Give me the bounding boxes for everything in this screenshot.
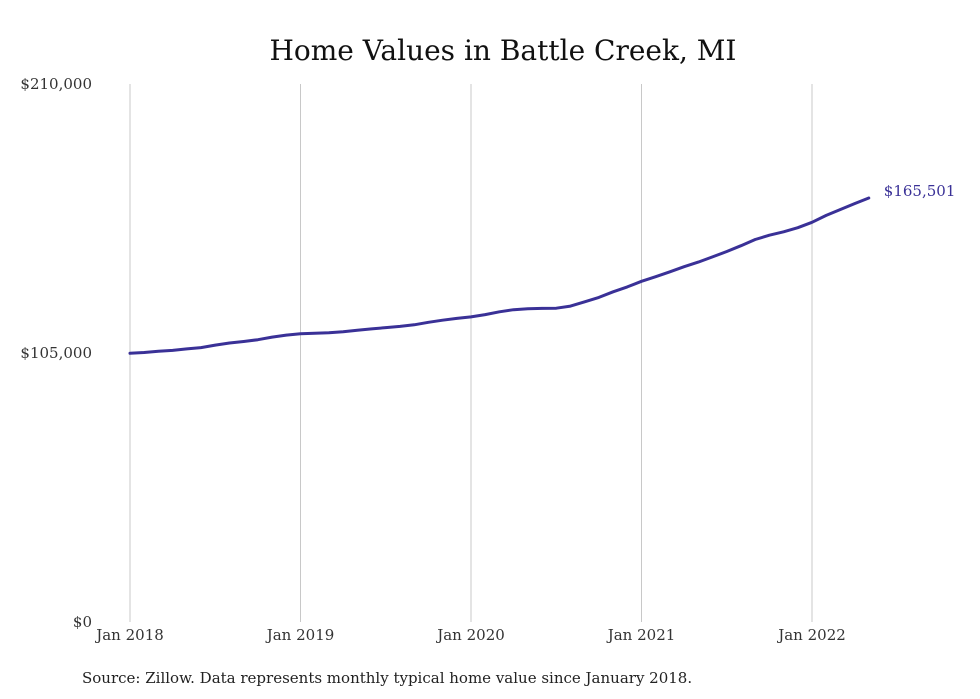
data-point <box>299 332 302 335</box>
data-point <box>810 221 814 224</box>
data-point <box>384 326 387 329</box>
data-point <box>341 330 345 333</box>
data-point <box>171 349 174 352</box>
y-axis-tick-labels: $0 $105,000 $210,000 <box>20 75 92 631</box>
data-point <box>768 234 771 237</box>
x-tick-label: Jan 2022 <box>776 626 846 644</box>
data-point <box>327 331 331 334</box>
data-point <box>214 343 217 347</box>
data-point <box>370 327 373 331</box>
x-tick-label: Jan 2020 <box>435 626 505 644</box>
data-point <box>356 329 359 332</box>
x-tick-label: Jan 2021 <box>606 626 676 644</box>
data-point <box>583 300 586 303</box>
series-line <box>128 196 871 355</box>
data-point <box>697 260 700 264</box>
data-point <box>668 270 672 273</box>
data-point <box>498 310 501 313</box>
data-point <box>839 208 842 211</box>
data-point <box>654 275 657 278</box>
data-point <box>285 333 288 337</box>
data-point <box>427 321 430 324</box>
vertical-gridlines <box>129 84 813 622</box>
x-tick-label: Jan 2019 <box>265 626 335 644</box>
chart-title: Home Values in Battle Creek, MI <box>269 34 736 67</box>
x-tick-label: Jan 2018 <box>94 626 164 644</box>
data-point <box>270 335 274 339</box>
data-point <box>313 332 316 335</box>
data-point <box>796 226 799 229</box>
data-point <box>185 347 188 351</box>
x-axis-tick-labels: Jan 2018 Jan 2019 Jan 2020 Jan 2021 Jan 2022 <box>94 626 846 644</box>
series-layer <box>128 196 871 355</box>
data-point <box>597 296 601 299</box>
data-point <box>143 351 146 354</box>
data-point <box>484 313 487 316</box>
data-point <box>754 238 757 241</box>
data-point <box>825 214 828 217</box>
data-point <box>611 290 615 293</box>
data-point <box>626 285 629 289</box>
data-point <box>739 244 743 247</box>
y-tick-label: $210,000 <box>20 75 92 93</box>
data-point <box>256 338 260 341</box>
y-tick-label: $105,000 <box>20 344 92 362</box>
data-point <box>441 319 444 322</box>
data-point <box>555 307 558 310</box>
data-point <box>413 323 416 326</box>
data-point <box>228 341 231 345</box>
data-point <box>398 325 402 328</box>
data-point <box>128 352 132 355</box>
source-note: Source: Zillow. Data represents monthly … <box>82 669 692 687</box>
data-point <box>867 196 870 200</box>
data-point <box>199 346 203 349</box>
data-point <box>682 265 686 268</box>
data-point <box>455 317 458 320</box>
data-point <box>569 304 572 308</box>
data-point <box>725 250 728 253</box>
data-point <box>540 307 544 310</box>
end-value-label: $165,501 <box>884 182 956 200</box>
data-point <box>782 230 785 233</box>
data-point <box>512 308 515 311</box>
data-point <box>242 340 245 343</box>
data-point <box>711 255 714 259</box>
data-point <box>853 202 856 205</box>
y-tick-label: $0 <box>73 613 92 631</box>
data-point <box>157 350 160 353</box>
data-point <box>640 280 643 283</box>
data-point <box>469 315 473 319</box>
data-point <box>526 307 529 310</box>
